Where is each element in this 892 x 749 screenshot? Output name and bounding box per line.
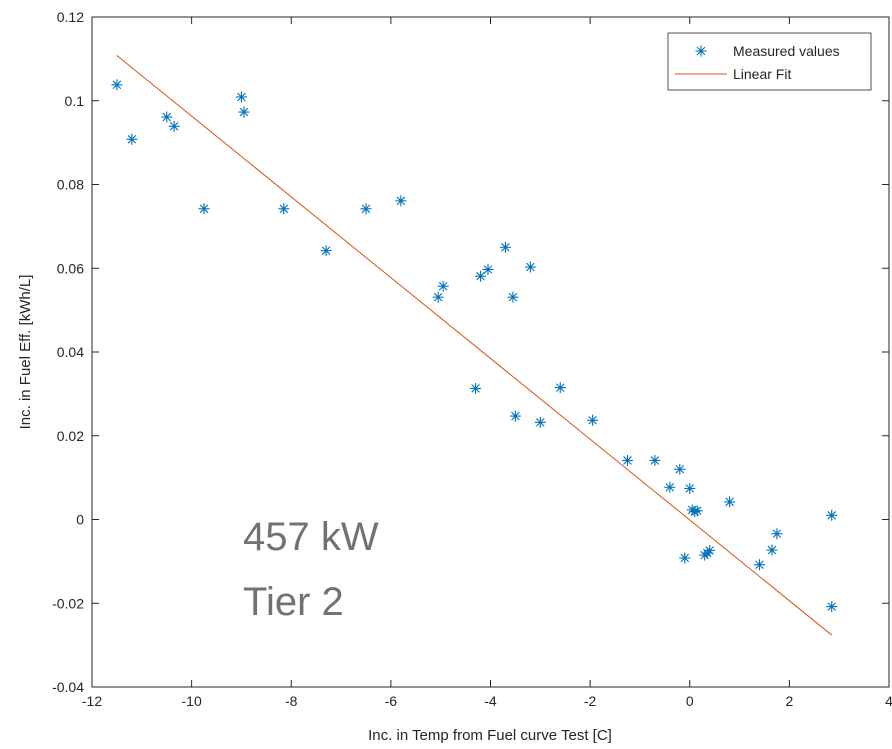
x-tick-label: -4: [484, 693, 497, 709]
y-tick-label: 0.12: [57, 9, 84, 25]
y-tick-label: 0.02: [57, 428, 84, 444]
legend-measured-marker: [695, 45, 707, 57]
data-point: [691, 505, 703, 517]
data-point: [524, 261, 536, 273]
y-tick-label: 0: [76, 512, 84, 528]
data-point: [507, 291, 519, 303]
data-point: [111, 79, 123, 91]
data-point: [771, 528, 783, 540]
data-point: [826, 509, 838, 521]
linear-fit-layer: [116, 55, 833, 636]
data-point: [684, 483, 696, 495]
data-point: [238, 106, 250, 118]
y-tick-label: 0.1: [65, 93, 85, 109]
data-point: [161, 111, 173, 123]
x-tick-label: 0: [686, 693, 694, 709]
annotation-power: 457 kW: [243, 515, 379, 559]
data-point: [826, 601, 838, 613]
y-tick-label: 0.06: [57, 260, 84, 276]
data-point: [679, 552, 691, 564]
data-point: [235, 91, 247, 103]
measured-points-layer: [111, 79, 838, 613]
data-point: [753, 559, 765, 571]
data-point: [649, 454, 661, 466]
data-point: [470, 382, 482, 394]
plot-area: [91, 16, 890, 688]
x-tick-label: 4: [885, 693, 892, 709]
x-axis-ticks: -12 -10 -8 -6 -4 -2 0 2 4: [82, 17, 892, 709]
x-tick-label: 2: [785, 693, 793, 709]
y-axis-label: Inc. in Fuel Eff. [kWh/L]: [17, 275, 34, 430]
y-tick-label: 0.08: [57, 177, 84, 193]
data-point: [126, 133, 138, 145]
data-point: [499, 241, 511, 253]
data-point: [534, 416, 546, 428]
x-tick-label: -10: [182, 693, 202, 709]
data-point: [509, 410, 521, 422]
linear-fit-line: [116, 55, 833, 636]
legend-asterisk-icon: [695, 45, 707, 57]
data-point: [395, 195, 407, 207]
data-point: [482, 264, 494, 276]
x-tick-label: -6: [385, 693, 398, 709]
data-point: [554, 382, 566, 394]
data-point: [168, 120, 180, 132]
legend-measured-label: Measured values: [733, 43, 840, 59]
data-point: [278, 203, 290, 215]
legend-fit-label: Linear Fit: [733, 66, 791, 82]
data-point: [320, 245, 332, 257]
data-point: [475, 270, 487, 282]
x-tick-label: -8: [285, 693, 298, 709]
y-tick-label: 0.04: [57, 344, 84, 360]
x-tick-label: -12: [82, 693, 102, 709]
data-point: [198, 203, 210, 215]
data-point: [621, 454, 633, 466]
data-point: [704, 544, 716, 556]
data-point: [360, 203, 372, 215]
data-point: [766, 544, 778, 556]
y-tick-label: -0.04: [52, 679, 84, 695]
legend: Measured values Linear Fit: [667, 32, 872, 91]
data-point: [587, 414, 599, 426]
annotation-tier: Tier 2: [243, 580, 344, 624]
data-point: [664, 481, 676, 493]
data-point: [432, 291, 444, 303]
x-tick-label: -2: [584, 693, 597, 709]
data-point: [724, 496, 736, 508]
data-point: [674, 463, 686, 475]
legend-box: [667, 32, 872, 91]
y-axis-ticks: -0.04 -0.02 0 0.02 0.04 0.06 0.08 0.1 0.12: [52, 9, 889, 695]
data-point: [437, 280, 449, 292]
y-tick-label: -0.02: [52, 595, 84, 611]
x-axis-label: Inc. in Temp from Fuel curve Test [C]: [368, 727, 612, 744]
